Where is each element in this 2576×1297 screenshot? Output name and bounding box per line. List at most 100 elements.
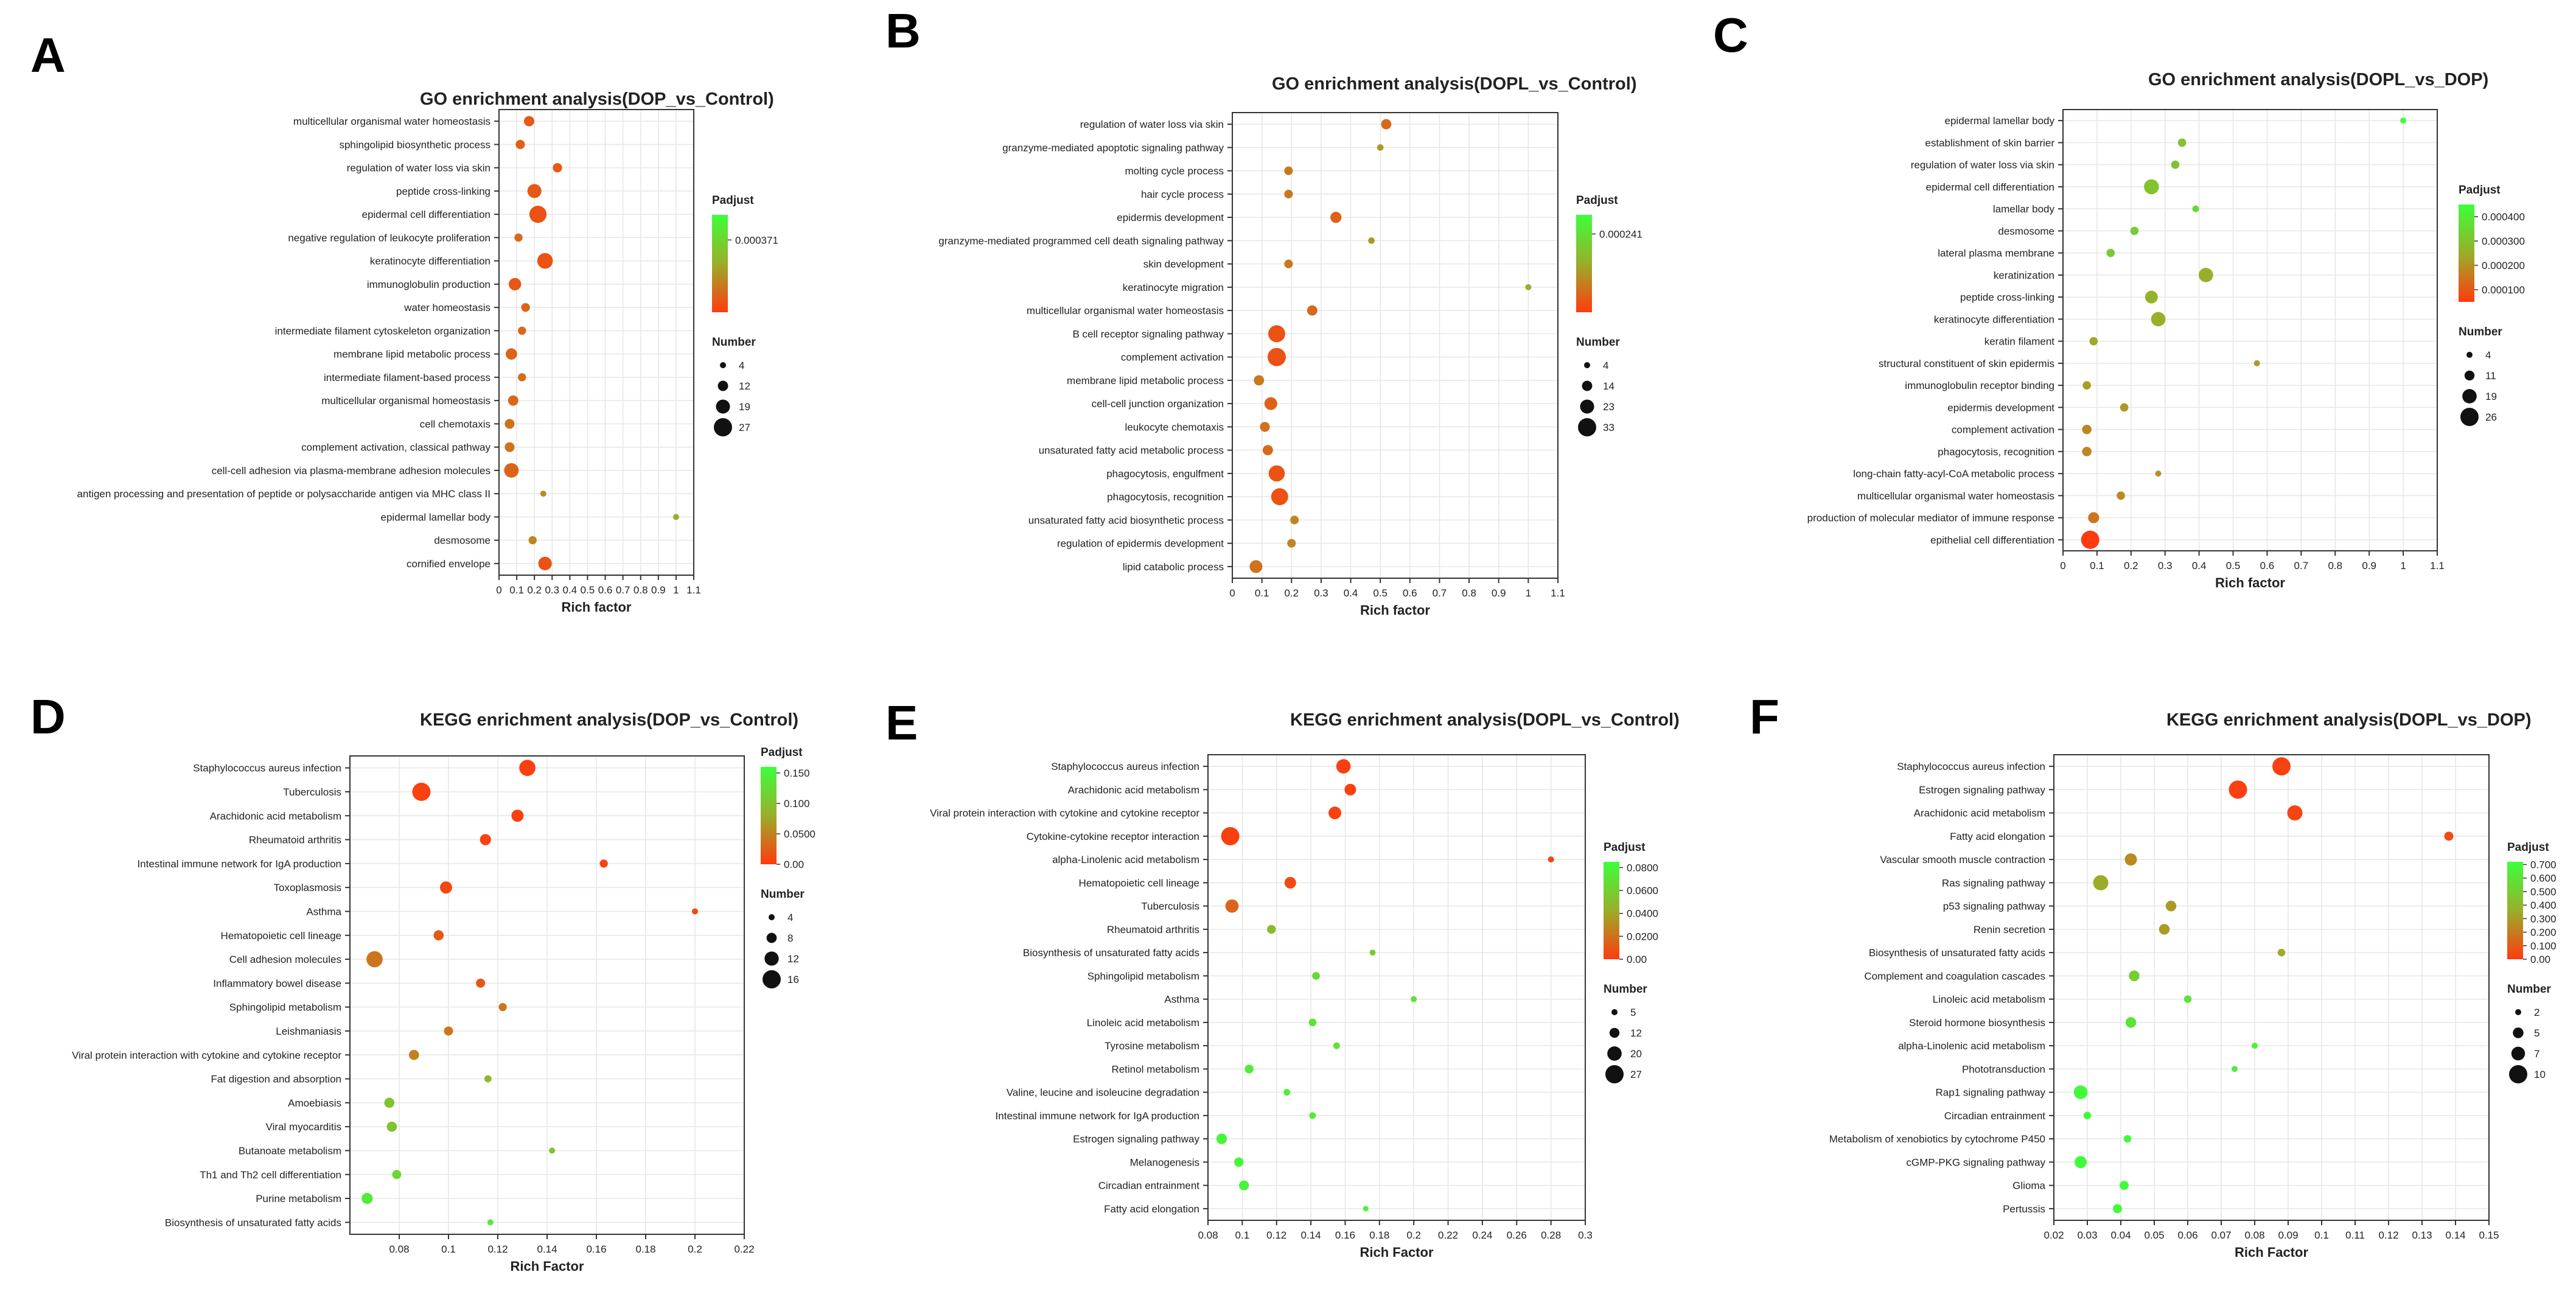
y-tick-label: alpha-Linolenic acid metabolism <box>1052 854 1199 865</box>
data-point <box>444 1026 453 1036</box>
data-point <box>2075 1156 2087 1169</box>
y-tick-label: Rap1 signaling pathway <box>1935 1087 2045 1099</box>
data-point <box>2400 117 2407 124</box>
data-point <box>1363 1206 1369 1212</box>
data-point <box>1411 996 1417 1002</box>
x-tick-label: 0.22 <box>1438 1229 1458 1241</box>
data-point <box>484 1075 492 1083</box>
legend-colorbar-label: 0.400 <box>2530 900 2557 911</box>
x-tick-label: 0.9 <box>2362 560 2376 572</box>
y-tick-label: Arachidonic acid metabolism <box>210 810 341 822</box>
y-tick-label: Linoleic acid metabolism <box>1087 1017 1199 1029</box>
data-point <box>1344 783 1356 795</box>
legend-size-label: 26 <box>2485 411 2497 423</box>
data-point <box>2183 995 2192 1003</box>
x-tick-label: 0.1 <box>1235 1229 1250 1241</box>
data-point <box>2082 447 2092 456</box>
x-tick-label: 0.28 <box>1541 1229 1561 1241</box>
y-tick-label: phagocytosis, recognition <box>1107 491 1224 503</box>
y-tick-label: Vascular smooth muscle contraction <box>1880 854 2045 865</box>
y-tick-label: Fatty acid elongation <box>1104 1203 1199 1215</box>
plot-frame <box>1232 112 1559 579</box>
x-tick-label: 0.6 <box>598 584 613 596</box>
chart-panel-c: GO enrichment analysis(DOPL_vs_DOP) 0 0.1 0… <box>1807 70 2525 590</box>
data-point <box>1271 488 1288 506</box>
data-point <box>412 782 431 801</box>
y-tick-label: Retinol metabolism <box>1111 1063 1199 1075</box>
data-point <box>1307 305 1318 316</box>
data-point <box>476 978 486 988</box>
panel-letter-b: B <box>885 4 921 58</box>
data-point <box>2444 831 2454 841</box>
data-point <box>1284 876 1296 889</box>
legend-colorbar <box>1576 215 1592 312</box>
legend-padjust-title: Padjust <box>2459 184 2501 197</box>
y-tick-label: complement activation <box>1952 424 2054 436</box>
data-point <box>1225 899 1239 913</box>
y-tick-label: keratinocyte differentiation <box>1934 313 2054 325</box>
x-tick-label: 0.4 <box>2192 560 2207 572</box>
x-tick-label: 0.14 <box>2445 1229 2465 1241</box>
y-tick-label: unsaturated fatty acid biosynthetic proc… <box>1028 514 1224 526</box>
y-tick-label: desmosome <box>1998 225 2054 237</box>
data-point <box>2159 924 2170 935</box>
x-tick-label: 0.5 <box>581 584 595 596</box>
y-tick-label: epithelial cell differentiation <box>1930 534 2054 546</box>
y-tick-label: multicellular organismal water homeostas… <box>1857 490 2054 502</box>
data-point <box>2083 1111 2092 1120</box>
data-point <box>1216 1133 1227 1144</box>
y-tick-label: Intestinal immune network for IgA produc… <box>138 858 341 870</box>
legend-size-marker <box>1611 1009 1618 1015</box>
legend-size-marker <box>1580 399 1594 414</box>
y-tick-label: Phototransduction <box>1962 1063 2045 1075</box>
legend-colorbar-label: 0.200 <box>2530 927 2557 939</box>
y-tick-label: Leishmaniasis <box>276 1026 341 1037</box>
data-point <box>2177 138 2187 147</box>
x-tick-label: 0.1 <box>1255 587 1269 599</box>
x-axis-label: Rich factor <box>1360 603 1430 618</box>
y-tick-label: cell-cell adhesion via plasma-membrane a… <box>212 465 490 477</box>
y-tick-label: Tyrosine metabolism <box>1105 1040 1199 1052</box>
y-tick-label: Hematopoietic cell lineage <box>221 930 341 942</box>
y-tick-label: keratinocyte differentiation <box>370 256 490 267</box>
chart-title: KEGG enrichment analysis(DOPL_vs_DOP) <box>2166 710 2532 730</box>
legend-colorbar-label: 0.150 <box>784 767 810 779</box>
legend-size-label: 5 <box>1630 1007 1636 1018</box>
x-tick-label: 0.8 <box>1462 587 1476 599</box>
y-tick-label: Staphylococcus aureus infection <box>1051 761 1199 772</box>
x-tick-label: 0.02 <box>2044 1229 2064 1241</box>
y-tick-label: complement activation, classical pathway <box>301 442 490 453</box>
legend-size-label: 12 <box>1630 1027 1642 1039</box>
data-point <box>1267 348 1286 366</box>
x-tick-label: 0.7 <box>616 584 630 596</box>
panel-letter-f: F <box>1750 690 1779 744</box>
x-tick-label: 0.08 <box>1198 1229 1218 1241</box>
data-point <box>498 1002 507 1012</box>
chart-panel-e: KEGG enrichment analysis(DOPL_vs_Control… <box>930 710 1680 1260</box>
legend-size-marker <box>766 932 777 943</box>
y-tick-label: regulation of water loss via skin <box>347 163 490 174</box>
data-point <box>361 1192 373 1204</box>
legend-size-label: 5 <box>2534 1027 2539 1039</box>
chart-panel-a: GO enrichment analysis(DOP_vs_Control)0 0… <box>77 89 778 615</box>
y-tick-label: alpha-Linolenic acid metabolism <box>1898 1040 2045 1052</box>
chart-title: KEGG enrichment analysis(DOPL_vs_Control… <box>1290 710 1680 730</box>
y-tick-label: granzyme-mediated apoptotic signaling pa… <box>1002 142 1224 153</box>
plot-frame <box>1207 754 1586 1221</box>
data-point <box>1333 1042 1340 1049</box>
y-tick-label: Glioma <box>2012 1180 2045 1192</box>
y-tick-label: keratin filament <box>1984 336 2055 348</box>
x-tick-label: 0.9 <box>1492 587 1506 599</box>
y-tick-label: epidermal cell differentiation <box>1926 181 2054 193</box>
data-point <box>540 491 546 497</box>
x-tick-label: 0.22 <box>734 1243 754 1255</box>
x-tick-label: 0.06 <box>2177 1229 2197 1241</box>
x-tick-label: 0.4 <box>1344 587 1358 599</box>
y-tick-label: Metabolism of xenobiotics by cytochrome … <box>1829 1133 2045 1145</box>
x-tick-label: 0 <box>1229 587 1235 599</box>
data-point <box>2171 160 2180 169</box>
data-point <box>2125 1017 2137 1028</box>
y-tick-label: Steroid hormone biosynthesis <box>1909 1017 2045 1029</box>
y-tick-label: negative regulation of leukocyte prolife… <box>288 232 490 243</box>
data-point <box>1381 119 1392 130</box>
